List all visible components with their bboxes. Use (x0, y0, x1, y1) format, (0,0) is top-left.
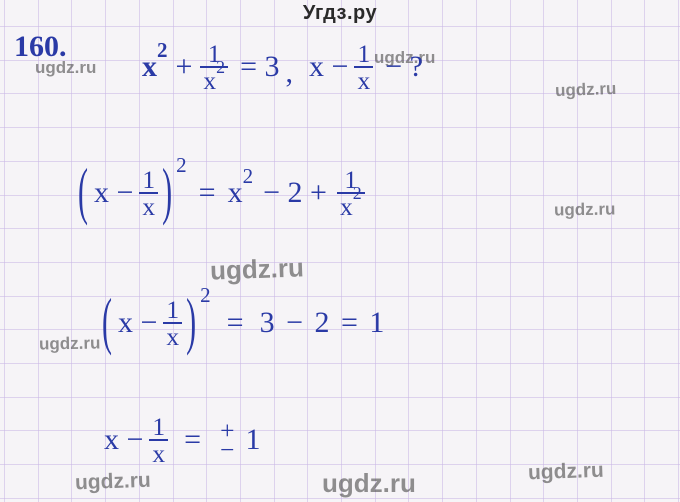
watermark-text: ugdz.ru (528, 459, 605, 486)
exponent: 2 (157, 38, 168, 62)
rhs-3-2-1: 3 − 2 = 1 (260, 306, 387, 340)
right-paren: ) (162, 157, 172, 228)
minus-2-plus: − 2 + (263, 176, 327, 210)
fraction-1-over-x2: 1 x2 (337, 167, 365, 220)
numerator: 1 (163, 297, 182, 323)
equals: = (184, 423, 201, 457)
fraction-1-over-x: 1 x (354, 41, 373, 94)
comma: , (286, 56, 294, 90)
denominator: x2 (200, 68, 228, 94)
exponent-2: 2 (200, 283, 211, 308)
denominator: x (163, 324, 182, 350)
x-minus: x − (94, 176, 133, 210)
fraction-1-over-x: 1 x (163, 297, 182, 350)
answer-1: 1 (245, 423, 260, 457)
plus-sign: + (176, 50, 193, 84)
problem-number: 160. (14, 30, 67, 64)
pm-bot: − (217, 437, 237, 463)
fraction-1-over-x: 1 x (139, 167, 158, 220)
numerator: 1 (149, 414, 168, 440)
line-2: ( x − 1 x ) 2 = x2 − 2 + 1 x2 (76, 150, 367, 236)
dash-question: − ? (385, 50, 423, 84)
var-x: x (142, 50, 157, 83)
fraction-1-over-x2: 1 x2 (200, 41, 228, 94)
left-paren: ( (78, 157, 88, 228)
denominator: x (149, 441, 168, 467)
graph-paper: Угдз.ру ugdz.ru ugdz.ru ugdz.ru ugdz.ru ugdz… (0, 0, 680, 502)
watermark-text: ugdz.ru (322, 468, 416, 499)
watermark-text: ugdz.ru (554, 199, 616, 220)
x-squared: x2 (228, 176, 254, 210)
fraction-1-over-x: 1 x (149, 414, 168, 467)
numerator: 1 (354, 41, 373, 67)
x-minus: x − (118, 306, 157, 340)
denominator: x (139, 194, 158, 220)
equals-3: = 3 (240, 50, 279, 84)
equals: = (227, 306, 244, 340)
numerator: 1 (139, 167, 158, 193)
line-1: x2 + 1 x2 = 3 , x − 1 x − ? (140, 32, 425, 102)
denominator: x2 (337, 194, 365, 220)
equals: = (199, 176, 216, 210)
left-paren: ( (102, 287, 112, 358)
x-minus: x − (309, 50, 348, 84)
line-4: x − 1 x = + − 1 (102, 400, 262, 480)
page-header: Угдз.ру (0, 2, 680, 25)
exponent-2: 2 (176, 153, 187, 178)
x-minus: x − (104, 423, 143, 457)
plus-minus: + − (217, 418, 237, 463)
right-paren: ) (186, 287, 196, 358)
line-3: ( x − 1 x ) 2 = 3 − 2 = 1 (100, 280, 388, 366)
watermark-text: ugdz.ru (39, 333, 101, 354)
watermark-text: ugdz.ru (555, 79, 617, 101)
denominator: x (354, 68, 373, 94)
